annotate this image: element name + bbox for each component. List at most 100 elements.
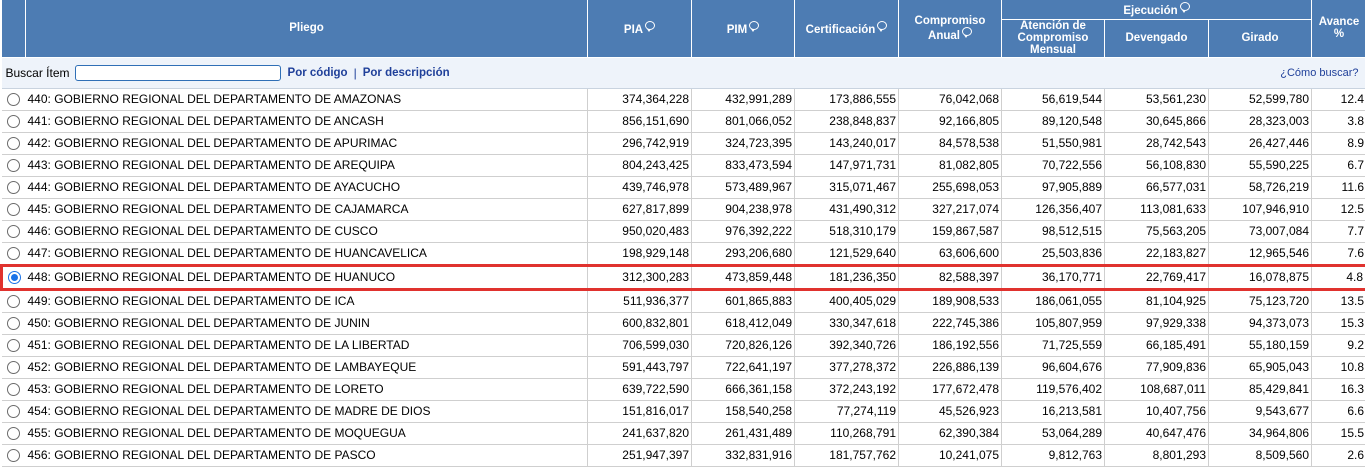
row-radio[interactable] [7, 225, 20, 238]
row-radio[interactable] [7, 449, 20, 462]
cell-name: 449: GOBIERNO REGIONAL DEL DEPARTAMENTO … [26, 289, 588, 312]
cell-cert: 143,240,017 [795, 132, 899, 154]
cell-pia: 198,929,148 [588, 242, 692, 265]
cell-aten: 119,576,402 [1002, 378, 1105, 400]
cell-name: 445: GOBIERNO REGIONAL DEL DEPARTAMENTO … [26, 198, 588, 220]
table-row[interactable]: 455: GOBIERNO REGIONAL DEL DEPARTAMENTO … [2, 422, 1365, 444]
header-pim[interactable]: PIM [692, 0, 795, 57]
cell-name: 451: GOBIERNO REGIONAL DEL DEPARTAMENTO … [26, 334, 588, 356]
row-radio[interactable] [7, 115, 20, 128]
cell-cert: 110,268,791 [795, 422, 899, 444]
table-row[interactable]: 444: GOBIERNO REGIONAL DEL DEPARTAMENTO … [2, 176, 1365, 198]
cell-aten: 105,807,959 [1002, 312, 1105, 334]
cell-dev: 22,769,417 [1105, 265, 1209, 289]
header-select [2, 0, 26, 57]
cell-comp: 81,082,805 [899, 154, 1002, 176]
cell-aten: 126,356,407 [1002, 198, 1105, 220]
cell-dev: 81,104,925 [1105, 289, 1209, 312]
cell-gir: 8,509,560 [1209, 444, 1312, 466]
table-row[interactable]: 454: GOBIERNO REGIONAL DEL DEPARTAMENTO … [2, 400, 1365, 422]
row-radio[interactable] [7, 137, 20, 150]
search-input[interactable] [75, 65, 281, 81]
table-row[interactable]: 453: GOBIERNO REGIONAL DEL DEPARTAMENTO … [2, 378, 1365, 400]
tooltip-icon[interactable] [749, 21, 759, 30]
table-row[interactable]: 443: GOBIERNO REGIONAL DEL DEPARTAMENTO … [2, 154, 1365, 176]
table-row[interactable]: 446: GOBIERNO REGIONAL DEL DEPARTAMENTO … [2, 220, 1365, 242]
row-radio[interactable] [7, 247, 20, 260]
cell-pim: 324,723,395 [692, 132, 795, 154]
table-row[interactable]: 440: GOBIERNO REGIONAL DEL DEPARTAMENTO … [2, 88, 1365, 110]
cell-gir: 12,965,546 [1209, 242, 1312, 265]
table-row[interactable]: 448: GOBIERNO REGIONAL DEL DEPARTAMENTO … [2, 265, 1365, 289]
row-radio[interactable] [7, 159, 20, 172]
cell-comp: 226,886,139 [899, 356, 1002, 378]
cell-cert: 181,236,350 [795, 265, 899, 289]
cell-name: 455: GOBIERNO REGIONAL DEL DEPARTAMENTO … [26, 422, 588, 444]
cell-pia: 151,816,017 [588, 400, 692, 422]
cell-av: 11.6 [1312, 176, 1365, 198]
table-row[interactable]: 442: GOBIERNO REGIONAL DEL DEPARTAMENTO … [2, 132, 1365, 154]
search-by-code-link[interactable]: Por código [288, 67, 348, 79]
cell-aten: 36,170,771 [1002, 265, 1105, 289]
cell-comp: 76,042,068 [899, 88, 1002, 110]
row-radio[interactable] [7, 383, 20, 396]
cell-av: 4.8 [1312, 265, 1365, 289]
cell-pim: 261,431,489 [692, 422, 795, 444]
table-row[interactable]: 452: GOBIERNO REGIONAL DEL DEPARTAMENTO … [2, 356, 1365, 378]
header-compromiso-anual[interactable]: Compromiso Anual [899, 0, 1002, 57]
header-devengado[interactable]: Devengado [1105, 19, 1209, 57]
cell-pim: 332,831,916 [692, 444, 795, 466]
row-radio[interactable] [7, 203, 20, 216]
table-row[interactable]: 449: GOBIERNO REGIONAL DEL DEPARTAMENTO … [2, 289, 1365, 312]
header-pliego[interactable]: Pliego [26, 0, 588, 57]
row-radio[interactable] [8, 271, 21, 284]
cell-cert: 77,274,119 [795, 400, 899, 422]
search-by-description-link[interactable]: Por descripción [363, 67, 450, 79]
row-radio[interactable] [7, 181, 20, 194]
cell-aten: 89,120,548 [1002, 110, 1105, 132]
row-radio[interactable] [7, 339, 20, 352]
cell-name: 450: GOBIERNO REGIONAL DEL DEPARTAMENTO … [26, 312, 588, 334]
tooltip-icon[interactable] [962, 27, 972, 36]
cell-av: 16.3 [1312, 378, 1365, 400]
header-pia[interactable]: PIA [588, 0, 692, 57]
cell-pia: 639,722,590 [588, 378, 692, 400]
search-bar: Buscar Ítem Por código | Por descripción… [2, 58, 1365, 88]
cell-comp: 255,698,053 [899, 176, 1002, 198]
row-radio[interactable] [7, 405, 20, 418]
table-row[interactable]: 447: GOBIERNO REGIONAL DEL DEPARTAMENTO … [2, 242, 1365, 265]
row-radio[interactable] [7, 295, 20, 308]
cell-av: 6.6 [1312, 400, 1365, 422]
table-row[interactable]: 450: GOBIERNO REGIONAL DEL DEPARTAMENTO … [2, 312, 1365, 334]
table-row[interactable]: 451: GOBIERNO REGIONAL DEL DEPARTAMENTO … [2, 334, 1365, 356]
header-certificacion[interactable]: Certificación [795, 0, 899, 57]
table-row[interactable]: 456: GOBIERNO REGIONAL DEL DEPARTAMENTO … [2, 444, 1365, 466]
row-radio[interactable] [7, 427, 20, 440]
header-girado[interactable]: Girado [1209, 19, 1312, 57]
cell-aten: 186,061,055 [1002, 289, 1105, 312]
tooltip-icon[interactable] [877, 21, 887, 30]
table-row[interactable]: 441: GOBIERNO REGIONAL DEL DEPARTAMENTO … [2, 110, 1365, 132]
cell-comp: 177,672,478 [899, 378, 1002, 400]
cell-av: 6.7 [1312, 154, 1365, 176]
row-radio[interactable] [7, 317, 20, 330]
cell-aten: 96,604,676 [1002, 356, 1105, 378]
row-radio[interactable] [7, 93, 20, 106]
cell-pia: 439,746,978 [588, 176, 692, 198]
cell-av: 15.5 [1312, 422, 1365, 444]
cell-dev: 8,801,293 [1105, 444, 1209, 466]
cell-aten: 71,725,559 [1002, 334, 1105, 356]
tooltip-icon[interactable] [1180, 2, 1190, 11]
header-avance[interactable]: Avance % [1312, 0, 1365, 57]
tooltip-icon[interactable] [645, 21, 655, 30]
cell-gir: 16,078,875 [1209, 265, 1312, 289]
row-radio[interactable] [7, 361, 20, 374]
cell-pim: 833,473,594 [692, 154, 795, 176]
cell-gir: 9,543,677 [1209, 400, 1312, 422]
cell-dev: 77,909,836 [1105, 356, 1209, 378]
cell-pia: 374,364,228 [588, 88, 692, 110]
table-row[interactable]: 445: GOBIERNO REGIONAL DEL DEPARTAMENTO … [2, 198, 1365, 220]
search-help-link[interactable]: ¿Cómo buscar? [1280, 67, 1358, 79]
cell-comp: 84,578,538 [899, 132, 1002, 154]
header-atencion-compromiso-mensual[interactable]: Atención de Compromiso Mensual [1002, 19, 1105, 57]
